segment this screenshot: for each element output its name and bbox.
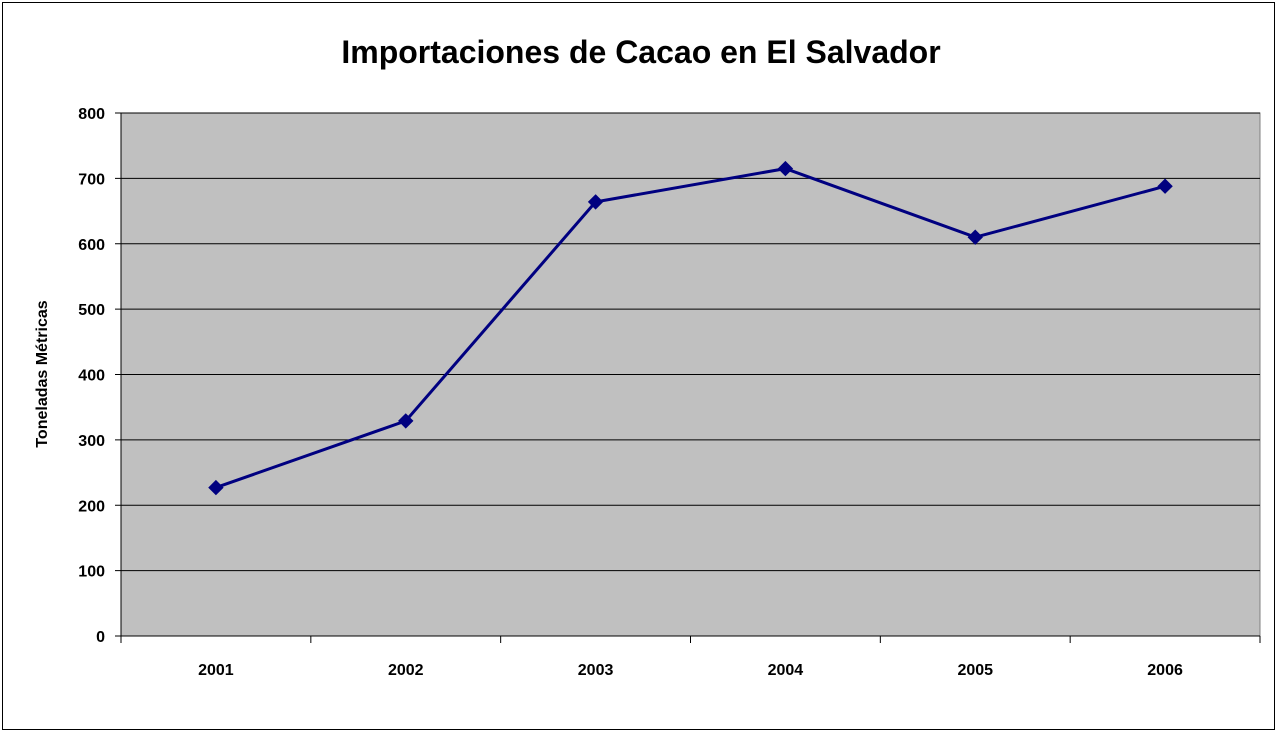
y-tick-label: 400 bbox=[78, 368, 105, 385]
data-point-2005 bbox=[967, 229, 983, 245]
x-tick-labels: 2001 2002 2003 2004 2005 2006 bbox=[198, 662, 1183, 679]
y-tick-label: 500 bbox=[78, 302, 105, 319]
x-tick-label: 2005 bbox=[957, 662, 993, 679]
x-tick-label: 2006 bbox=[1147, 662, 1183, 679]
y-tick-label: 600 bbox=[78, 237, 105, 254]
series-layer bbox=[208, 160, 1173, 496]
grid-lines bbox=[121, 112, 1260, 572]
y-axis-title: Toneladas Métricas bbox=[34, 300, 51, 447]
chart-title: Importaciones de Cacao en El Salvador bbox=[341, 34, 940, 70]
y-tick-label: 800 bbox=[78, 106, 105, 123]
x-tick-label: 2004 bbox=[768, 662, 804, 679]
x-tick-label: 2002 bbox=[388, 662, 424, 679]
series-line bbox=[215, 167, 1166, 490]
data-point-2004 bbox=[777, 160, 794, 177]
x-tick-label: 2001 bbox=[198, 662, 234, 679]
y-tick-label: 0 bbox=[96, 629, 105, 646]
y-tick-label: 300 bbox=[78, 433, 105, 450]
y-tick-labels: 0 100 200 300 400 500 600 700 800 bbox=[78, 106, 105, 646]
data-point-2006 bbox=[1157, 178, 1173, 194]
data-point-2003 bbox=[587, 194, 604, 210]
axes bbox=[115, 112, 1261, 643]
y-tick-label: 100 bbox=[78, 564, 105, 581]
y-tick-label: 700 bbox=[78, 171, 105, 188]
y-tick-label: 200 bbox=[78, 498, 105, 515]
x-tick-label: 2003 bbox=[578, 662, 614, 679]
data-point-2002 bbox=[398, 413, 414, 429]
data-point-2001 bbox=[208, 479, 224, 496]
